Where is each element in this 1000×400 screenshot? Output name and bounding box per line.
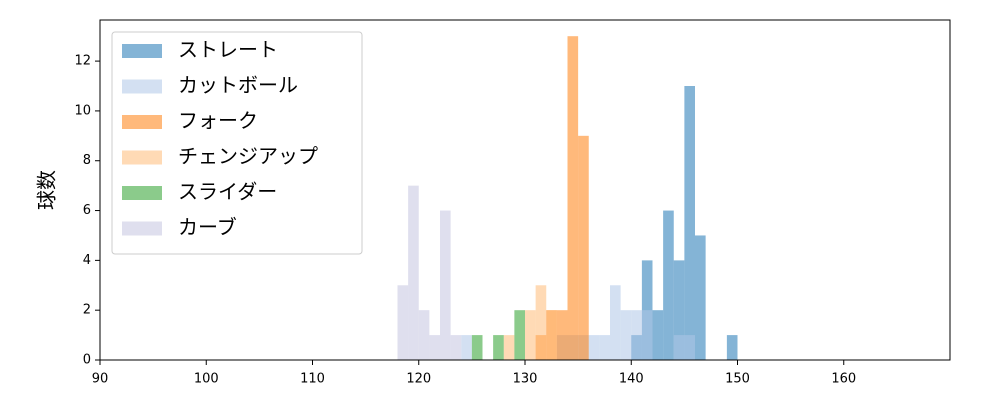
legend-swatch [122, 115, 162, 129]
legend-swatch [122, 44, 162, 58]
bar [556, 310, 568, 360]
x-tick-label: 90 [92, 372, 109, 387]
y-tick-label: 0 [83, 353, 91, 368]
bar [631, 310, 642, 360]
y-tick-label: 2 [83, 303, 91, 318]
legend-label: カットボール [178, 73, 298, 97]
bar [471, 335, 483, 360]
legend-swatch [122, 79, 162, 94]
bar [567, 36, 579, 360]
bar [695, 235, 706, 360]
bar [525, 310, 536, 360]
bar [503, 335, 515, 360]
bar [684, 335, 695, 360]
bar [588, 335, 600, 360]
bar [514, 310, 525, 360]
bar [726, 335, 738, 360]
bar [450, 335, 462, 360]
y-tick-label: 10 [74, 103, 91, 118]
bar [546, 310, 557, 360]
bar [493, 335, 504, 360]
x-tick-label: 140 [619, 372, 644, 387]
legend-swatch [122, 221, 162, 236]
legend-swatch [122, 150, 162, 165]
y-tick-label: 6 [83, 203, 91, 218]
y-tick-label: 12 [74, 54, 91, 69]
bar [535, 285, 547, 360]
bar [418, 310, 430, 360]
bar [652, 310, 664, 360]
bar [610, 285, 621, 360]
bar [673, 260, 685, 360]
bar [408, 185, 419, 360]
bar [641, 310, 653, 360]
bar [673, 335, 685, 360]
bar [429, 335, 440, 360]
legend-label: ストレート [178, 38, 278, 62]
x-tick-label: 130 [513, 372, 538, 387]
legend-label: カーブ [178, 215, 237, 239]
y-tick-label: 8 [83, 153, 91, 168]
legend-label: スライダー [178, 180, 277, 204]
bar [397, 285, 409, 360]
legend-box [111, 31, 363, 255]
bar [620, 310, 632, 360]
legend-label: フォーク [178, 109, 258, 133]
x-tick-label: 160 [831, 372, 856, 387]
bar [461, 335, 472, 360]
bar [440, 210, 451, 360]
legend-label: チェンジアップ [178, 144, 318, 168]
x-tick-label: 120 [406, 372, 431, 387]
y-tick-label: 4 [83, 253, 91, 268]
bar [684, 86, 695, 360]
x-tick-label: 100 [194, 372, 219, 387]
bar [578, 135, 589, 360]
bar [663, 210, 674, 360]
legend-swatch [122, 186, 162, 200]
bar [599, 335, 610, 360]
y-axis-label: 球数 [35, 170, 59, 210]
x-tick-label: 150 [725, 372, 750, 387]
x-tick-label: 110 [300, 372, 325, 387]
